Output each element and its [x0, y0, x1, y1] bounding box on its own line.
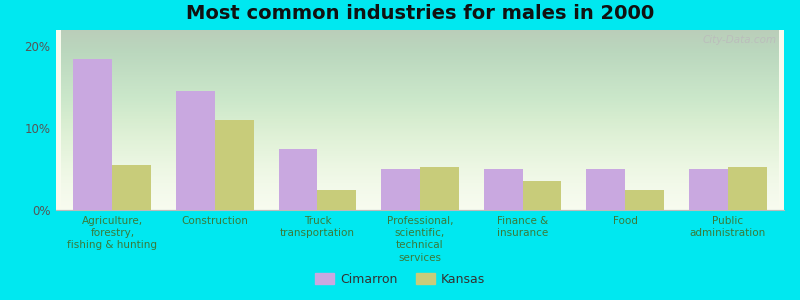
Bar [483, 169, 522, 210]
Bar [215, 120, 254, 210]
Bar [318, 190, 357, 210]
Text: City-Data.com: City-Data.com [702, 35, 777, 45]
Legend: Cimarron, Kansas: Cimarron, Kansas [310, 268, 490, 291]
Bar [74, 58, 112, 210]
Bar [689, 169, 728, 210]
Bar [278, 148, 318, 210]
Title: Most common industries for males in 2000: Most common industries for males in 2000 [186, 4, 654, 23]
Bar [522, 182, 562, 210]
Bar [586, 169, 625, 210]
Bar [728, 167, 766, 210]
Bar [420, 167, 459, 210]
Bar [176, 92, 215, 210]
Bar [625, 190, 664, 210]
Bar [112, 165, 151, 210]
Bar [381, 169, 420, 210]
